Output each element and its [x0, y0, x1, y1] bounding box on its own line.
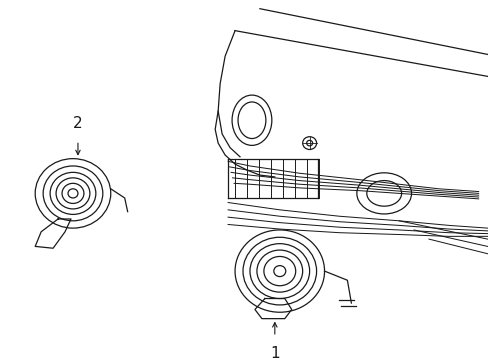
Text: 2: 2 [73, 116, 82, 131]
Text: 1: 1 [269, 346, 279, 360]
